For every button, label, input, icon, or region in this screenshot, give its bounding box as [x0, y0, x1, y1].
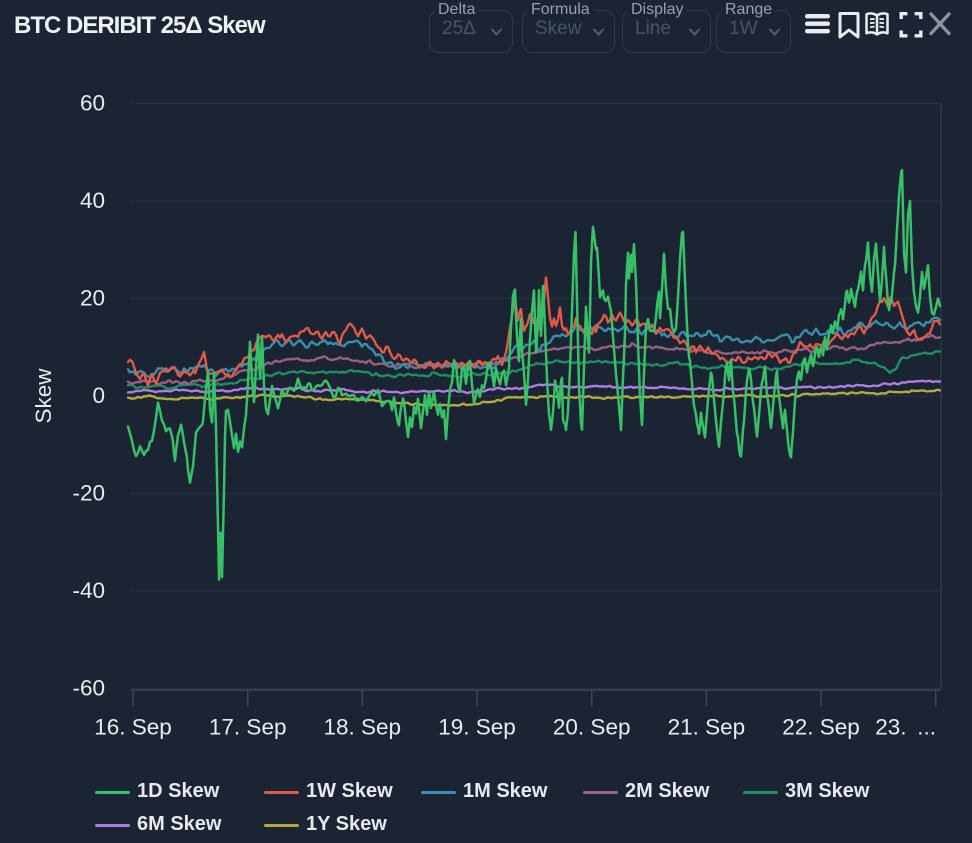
svg-text:17. Sep: 17. Sep — [209, 715, 287, 740]
svg-text:19. Sep: 19. Sep — [438, 715, 516, 740]
svg-text:20. Sep: 20. Sep — [553, 715, 631, 740]
svg-text:22. Sep: 22. Sep — [782, 715, 860, 740]
svg-text:0: 0 — [92, 383, 105, 408]
svg-text:-40: -40 — [72, 578, 105, 603]
svg-text:23. ...: 23. ... — [875, 715, 936, 740]
svg-text:-60: -60 — [72, 676, 105, 701]
svg-text:16. Sep: 16. Sep — [94, 715, 172, 740]
svg-text:-20: -20 — [72, 481, 105, 506]
svg-text:21. Sep: 21. Sep — [668, 715, 746, 740]
svg-text:20: 20 — [80, 286, 105, 311]
svg-text:18. Sep: 18. Sep — [324, 715, 402, 740]
svg-text:40: 40 — [80, 188, 105, 213]
svg-text:60: 60 — [80, 90, 105, 115]
svg-text:Skew: Skew — [31, 368, 56, 424]
